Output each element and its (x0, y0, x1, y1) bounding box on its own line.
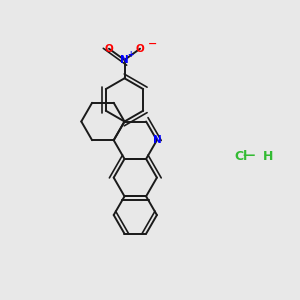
Text: H: H (262, 149, 273, 163)
Text: +: + (127, 50, 133, 59)
Text: N: N (120, 55, 129, 65)
Text: O: O (105, 44, 113, 54)
Text: O: O (136, 44, 144, 54)
Text: Cl: Cl (234, 149, 247, 163)
Text: —: — (243, 149, 255, 163)
Text: N: N (152, 135, 161, 145)
Text: −: − (147, 39, 157, 49)
